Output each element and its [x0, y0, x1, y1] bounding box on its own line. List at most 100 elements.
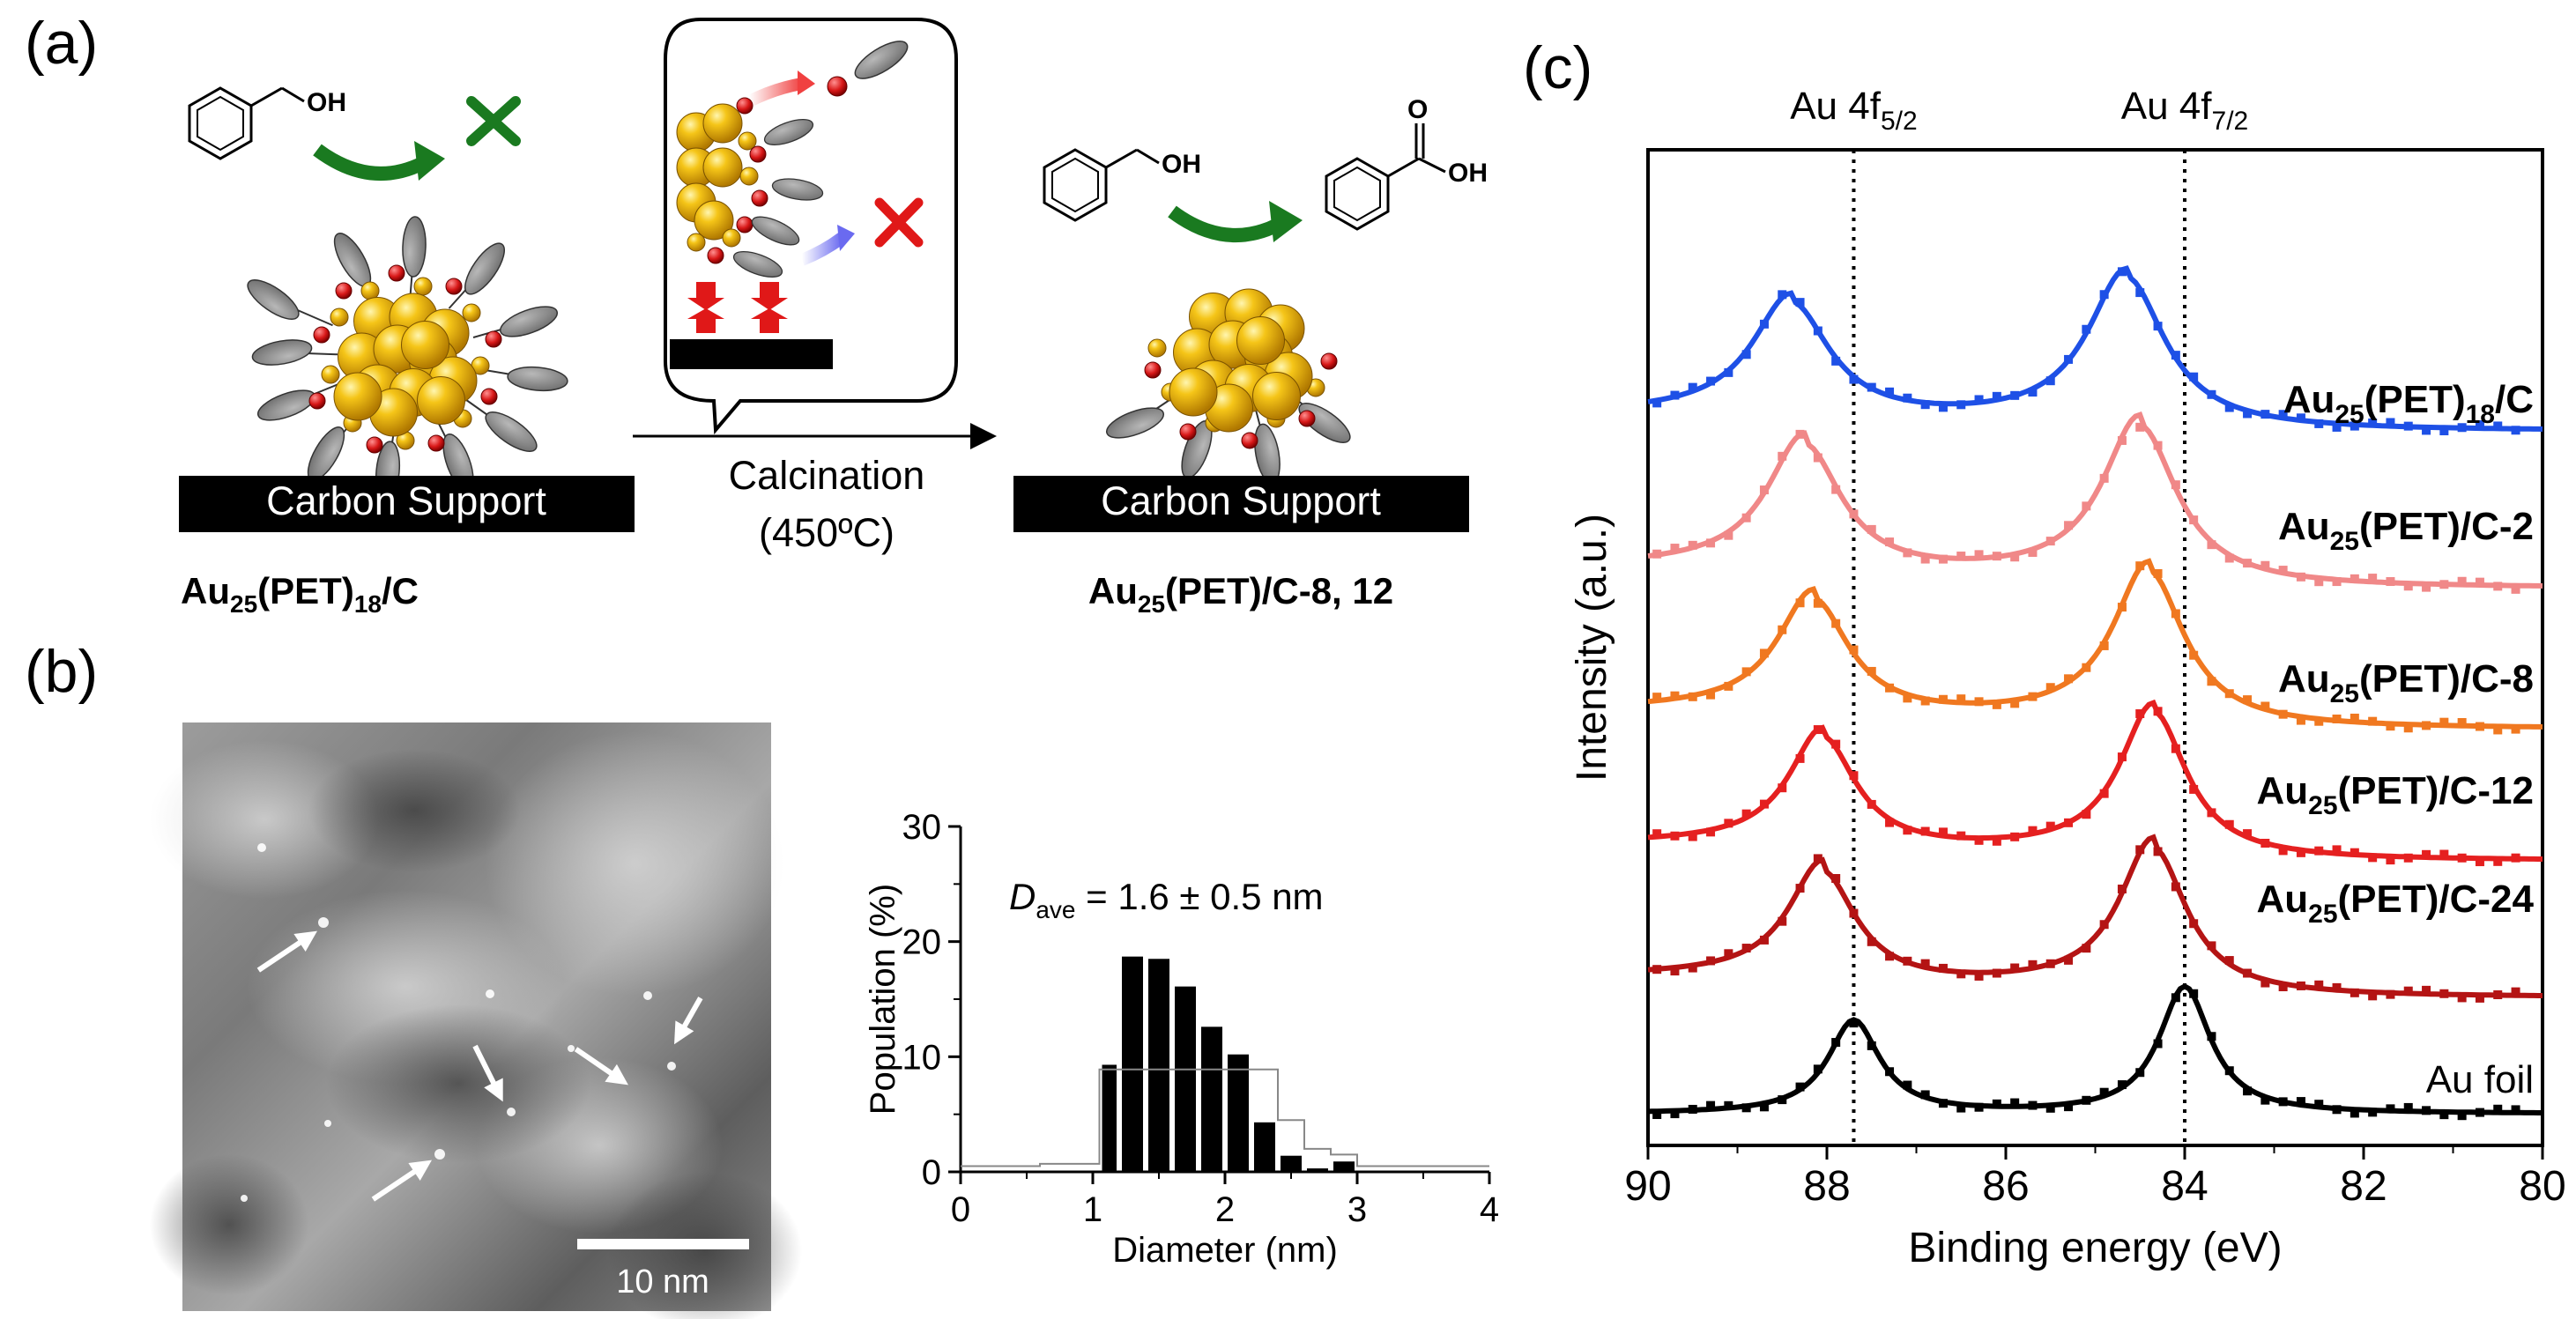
oh-label-left: OH — [307, 88, 346, 117]
xps-point — [2422, 1106, 2431, 1115]
xps-point — [1759, 1102, 1769, 1112]
xps-point — [2117, 603, 2127, 612]
xps-point — [2493, 856, 2503, 866]
xps-point — [2243, 968, 2253, 978]
xps-point — [2511, 724, 2520, 734]
xps-point — [1795, 1082, 1805, 1092]
reaction-arrowhead-left — [414, 141, 445, 181]
xps-point — [2314, 419, 2324, 428]
xps-point — [1759, 319, 1769, 329]
xps-point — [1778, 625, 1787, 634]
xps-point — [1885, 952, 1895, 961]
xps-point — [1903, 393, 1912, 403]
xps-point — [1724, 681, 1733, 691]
xps-point — [1670, 691, 1680, 700]
xps-point — [2403, 421, 2413, 431]
xps-curve — [1647, 411, 2543, 589]
stem-arrows — [256, 930, 703, 1202]
xps-point — [2082, 324, 2091, 334]
xps-point — [2171, 744, 2180, 753]
ligand — [241, 272, 306, 327]
xps-point — [2475, 419, 2484, 429]
xps-point — [1652, 398, 1662, 408]
xps-point — [1778, 916, 1787, 926]
sulfur-atom — [749, 145, 767, 163]
xps-point — [1795, 884, 1805, 893]
hist-x-tick-label: 4 — [1480, 1190, 1499, 1229]
xps-point — [2260, 1095, 2270, 1105]
xps-point — [1741, 809, 1751, 819]
xps-point — [1956, 400, 1966, 410]
xps-point — [1938, 1099, 1948, 1108]
xps-point — [1688, 963, 1697, 973]
hist-x-tick-label: 2 — [1215, 1190, 1235, 1229]
xps-point — [1670, 544, 1680, 553]
xps-point — [1974, 697, 1984, 707]
xps-point — [2189, 515, 2199, 525]
xps-point — [2314, 577, 2324, 587]
xps-point — [2350, 848, 2359, 857]
hist-outline — [961, 1068, 1489, 1167]
xps-point — [2422, 721, 2431, 730]
xps-point — [2224, 689, 2234, 699]
xps-point — [2296, 1097, 2305, 1107]
xps-point — [1652, 965, 1662, 974]
gold-atom — [722, 228, 741, 248]
xps-point — [2045, 1103, 2055, 1113]
xps-point — [2153, 322, 2163, 331]
xps-point — [2386, 418, 2395, 427]
xps-point — [2386, 577, 2395, 587]
right-sample-name: Au25(PET)/C-8, 12 — [1088, 570, 1393, 618]
xps-point — [1956, 694, 1966, 704]
hist-bar — [1333, 1161, 1355, 1172]
xps-point — [2171, 480, 2180, 490]
sulfur-atom — [1320, 352, 1338, 370]
xps-point — [1759, 485, 1769, 495]
carbon-support-label-left: Carbon Support — [266, 478, 546, 523]
xps-curve-label: Au25(PET)/C-8 — [2278, 657, 2534, 708]
xps-point — [1974, 971, 1984, 981]
stem-particles — [241, 843, 676, 1202]
xps-point — [1920, 826, 1930, 836]
xps-point — [2368, 1108, 2378, 1117]
xps-point — [2368, 853, 2378, 863]
xps-point — [1867, 382, 1876, 392]
xps-point — [2099, 473, 2109, 483]
xps-point — [2278, 410, 2288, 419]
sulfur-atom — [427, 434, 445, 452]
xps-point — [1724, 819, 1733, 828]
xps-point — [1885, 683, 1895, 693]
sulfur-atom — [736, 216, 753, 233]
calcination-inset — [664, 18, 958, 435]
pointer-arrow-head — [605, 1063, 628, 1086]
xps-point — [1706, 376, 1716, 386]
hist-x-label: Diameter (nm) — [1112, 1231, 1338, 1270]
xps-point — [2511, 584, 2520, 594]
xps-point — [2064, 521, 2074, 530]
xps-point — [2117, 267, 2127, 277]
xps-point — [1778, 290, 1787, 300]
xps-point — [1741, 513, 1751, 522]
xps-point — [2064, 818, 2074, 827]
xps-point — [2475, 722, 2484, 731]
sulfur-atom — [707, 247, 724, 264]
xps-point — [2493, 990, 2503, 1000]
xps-point — [2314, 980, 2324, 989]
xps-point — [2207, 540, 2216, 550]
xps-point — [2224, 819, 2234, 829]
xps-point — [1849, 771, 1859, 781]
xps-point — [1903, 693, 1912, 703]
xps-point — [1831, 356, 1841, 366]
xps-point — [2117, 752, 2127, 762]
xps-point — [2171, 882, 2180, 892]
xps-point — [2224, 553, 2234, 563]
desorb-arrow — [746, 78, 804, 107]
xps-point — [1831, 485, 1841, 494]
xps-point — [2153, 847, 2163, 856]
xps-point — [2314, 846, 2324, 856]
carbon-support-label-right: Carbon Support — [1101, 478, 1381, 523]
xps-point — [1903, 1080, 1912, 1090]
reaction-arrow-left — [313, 144, 427, 181]
xps-point — [2350, 421, 2359, 431]
xps-curve-label: Au25(PET)/C-12 — [2256, 769, 2534, 820]
